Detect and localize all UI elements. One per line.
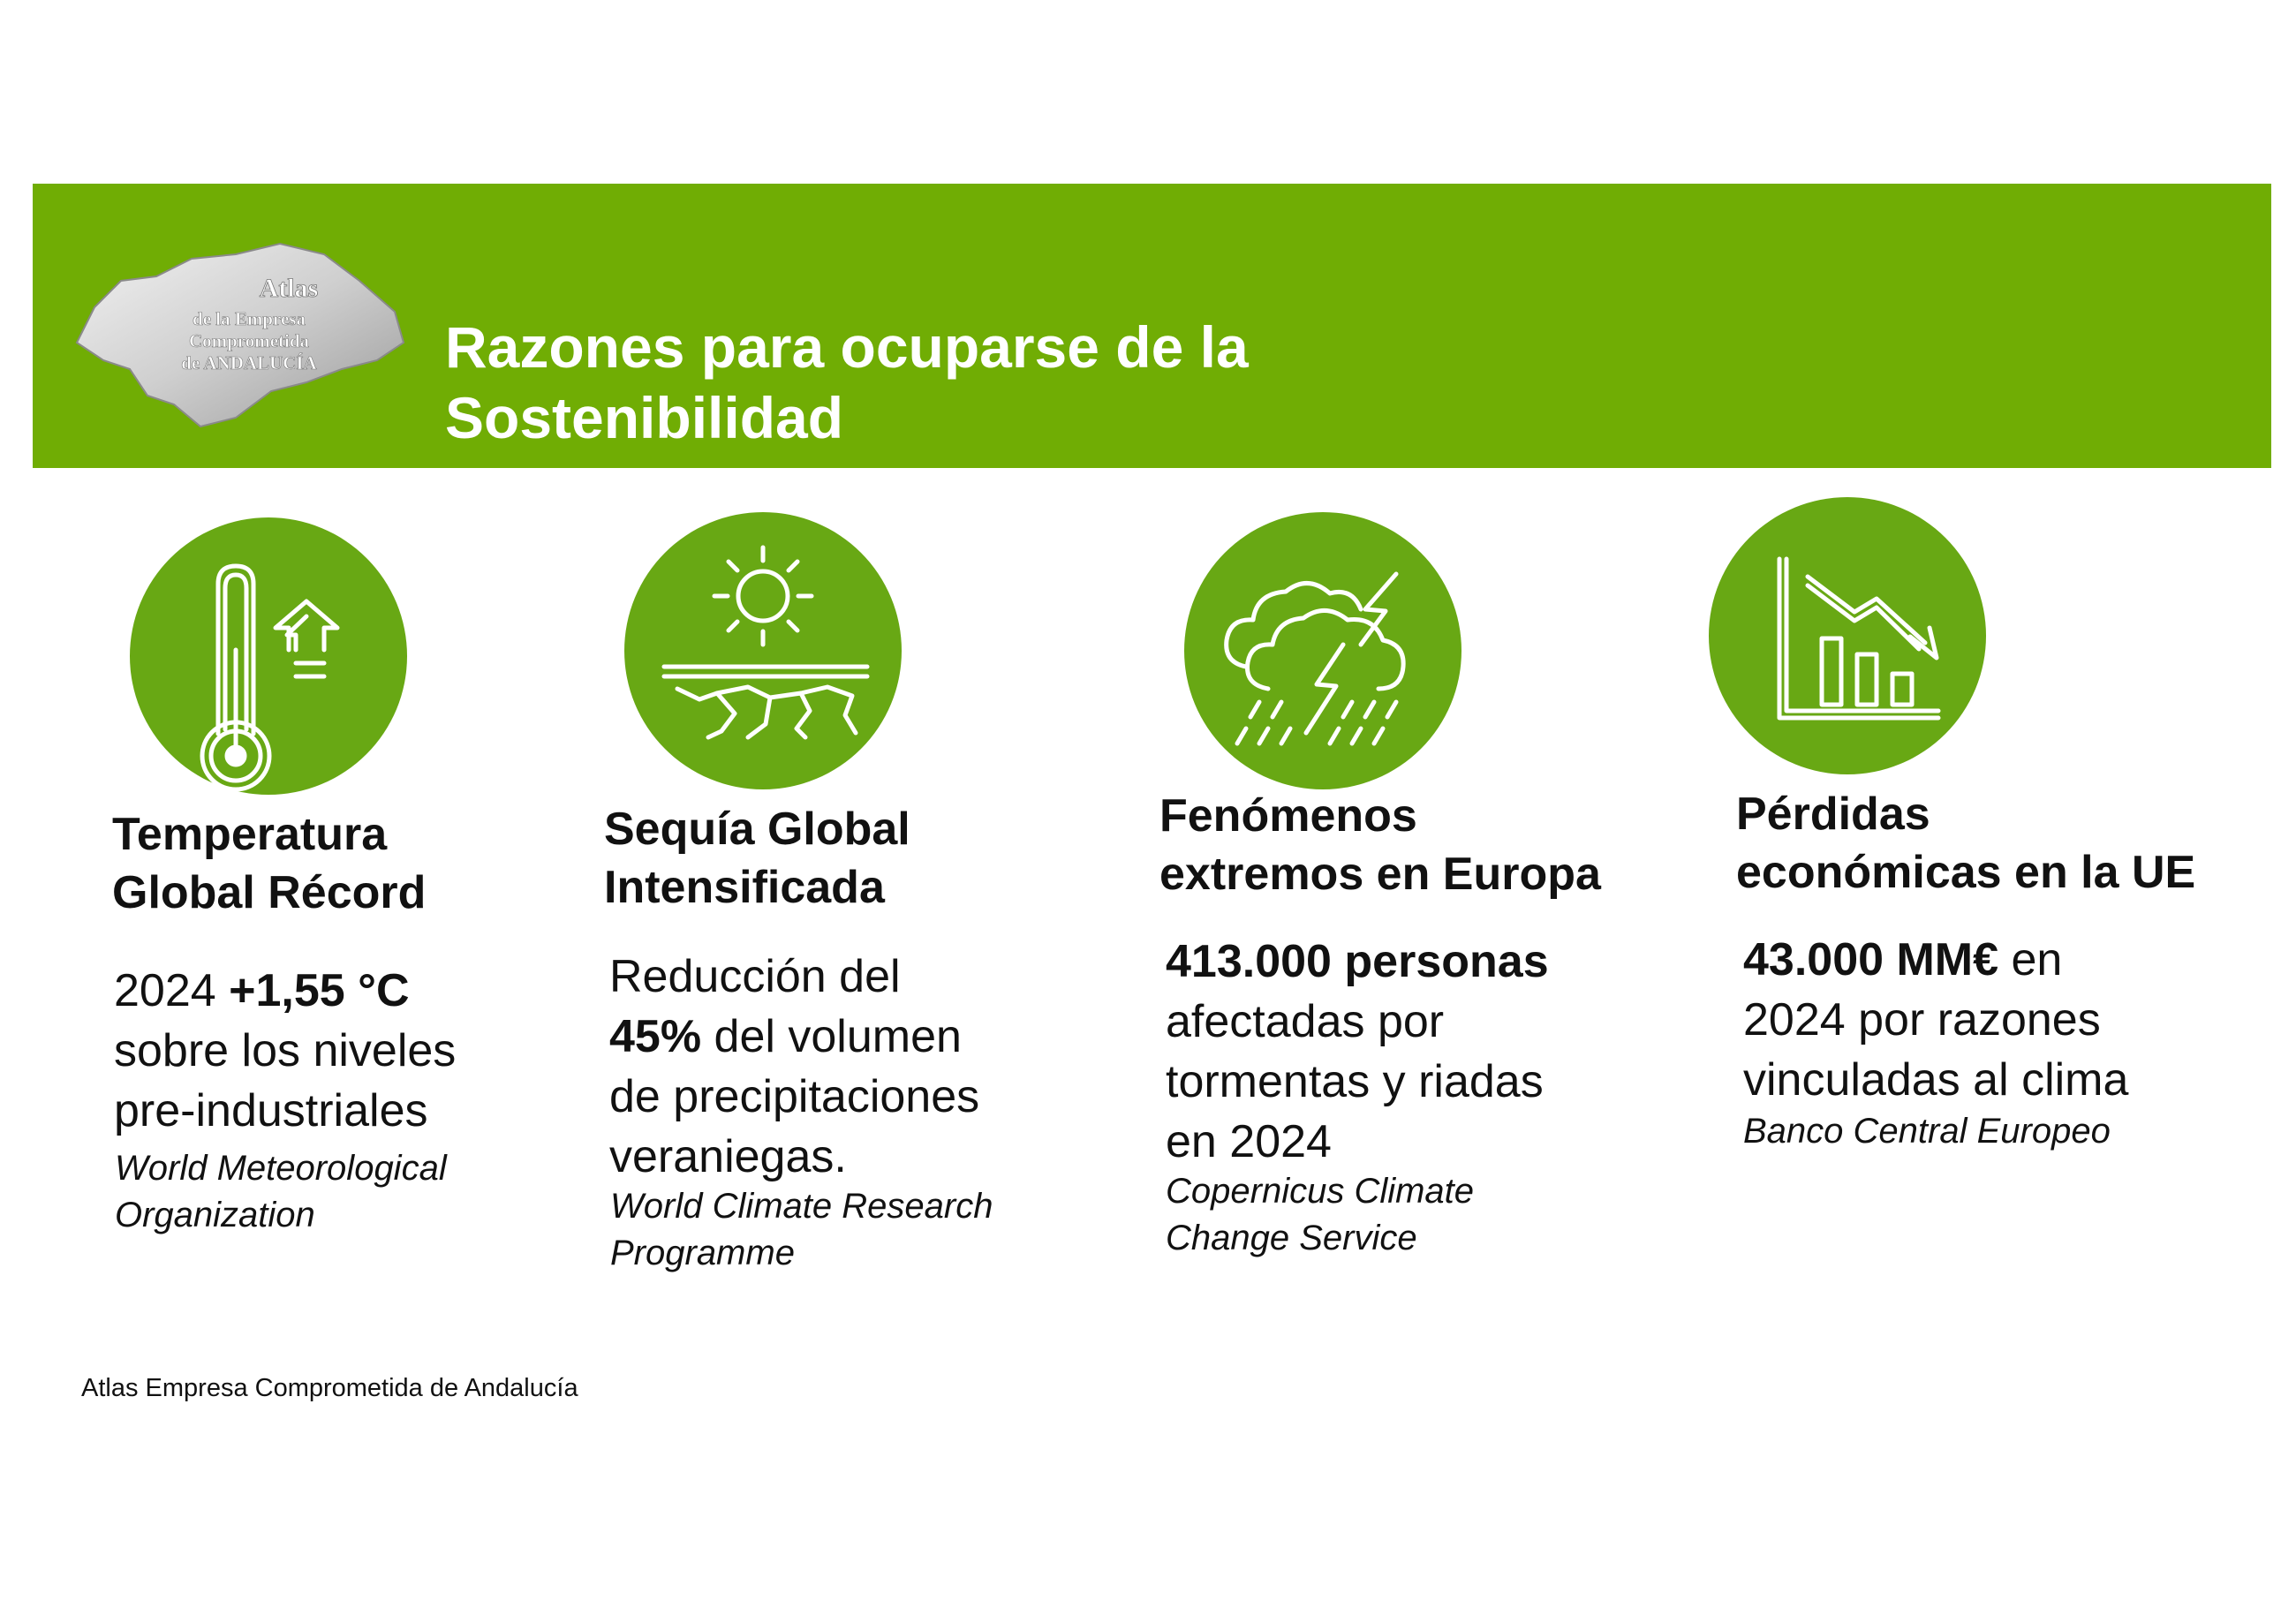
extreme-events-text: 413.000 personas afectadas por tormentas…: [1166, 936, 1549, 1167]
storm-cloud-lightning-icon: [1184, 512, 1461, 789]
temperature-text: 2024 +1,55 °C sobre los niveles pre-indu…: [114, 965, 457, 1136]
drought-title: Sequía Global Intensificada: [604, 804, 910, 913]
svg-text:Comprometida: Comprometida: [189, 330, 310, 351]
drought-source: World Climate Research Programme: [610, 1187, 993, 1272]
economic-losses-source: Banco Central Europeo: [1743, 1112, 2111, 1151]
extreme-events-title: Fenómenos extremos en Europa: [1159, 790, 1601, 900]
page-title: Razones para ocuparse de la Sostenibilid…: [445, 312, 1681, 453]
title-line-1: Razones para ocuparse de la: [445, 314, 1249, 380]
drought-text: Reducción del 45% del volumen de precipi…: [609, 951, 980, 1182]
economic-losses-text: 43.000 MM€ en 2024 por razones vinculada…: [1743, 934, 2129, 1106]
title-line-2: Sostenibilidad: [445, 385, 844, 450]
svg-text:de ANDALUCÍA: de ANDALUCÍA: [181, 352, 317, 374]
svg-text:Atlas: Atlas: [260, 274, 319, 303]
thermometer-rising-icon: [130, 517, 407, 795]
temperature-title: Temperatura Global Récord: [112, 809, 427, 918]
economic-losses-title: Pérdidas económicas en la UE: [1736, 789, 2196, 898]
header-banner: Atlas de la Empresa Comprometida de ANDA…: [33, 184, 2271, 468]
footer-credit: Atlas Empresa Comprometida de Andalucía: [81, 1374, 578, 1402]
declining-bar-chart-icon: [1709, 497, 1986, 774]
andalucia-map-logo: Atlas de la Empresa Comprometida de ANDA…: [59, 228, 412, 440]
svg-text:de la Empresa: de la Empresa: [193, 308, 306, 329]
drought-sun-cracked-earth-icon: [624, 512, 902, 789]
temperature-source: World Meteorological Organization: [115, 1149, 447, 1234]
extreme-events-source: Copernicus Climate Change Service: [1166, 1172, 1475, 1257]
